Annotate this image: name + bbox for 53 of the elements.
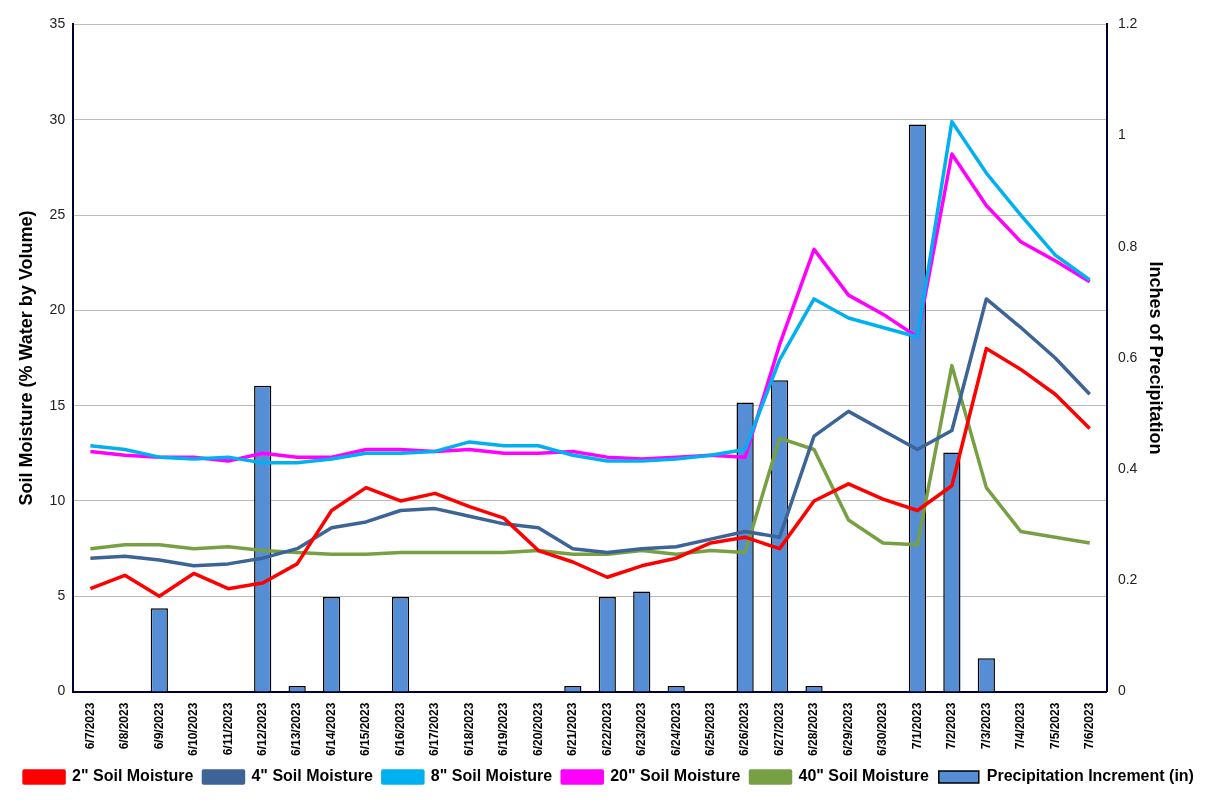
x-tick-label: 7/6/2023 <box>1082 702 1097 750</box>
y2-tick-label: 0.4 <box>1117 460 1138 477</box>
x-tick-label: 6/28/2023 <box>806 702 821 757</box>
x-tick-label: 6/26/2023 <box>737 702 752 757</box>
y2-tick-label: 0.6 <box>1117 348 1138 365</box>
x-tick-label: 6/10/2023 <box>186 702 201 757</box>
x-tick-label: 6/18/2023 <box>461 702 476 757</box>
x-tick-label: 7/3/2023 <box>978 702 993 750</box>
x-tick-label: 6/13/2023 <box>289 702 304 757</box>
x-tick-label: 6/30/2023 <box>875 702 890 757</box>
legend-label: 8" Soil Moisture <box>430 767 553 785</box>
y-tick-label: 0 <box>57 682 66 699</box>
y-tick-label: 15 <box>49 396 66 413</box>
y-tick-label: 5 <box>57 587 66 604</box>
y2-tick-label: 0 <box>1117 682 1126 699</box>
x-tick-label: 6/20/2023 <box>530 702 545 757</box>
x-tick-label: 6/16/2023 <box>392 702 407 757</box>
x-tick-label: 6/7/2023 <box>82 702 97 750</box>
x-tick-label: 6/21/2023 <box>565 702 580 757</box>
x-tick-label: 7/4/2023 <box>1013 702 1028 750</box>
legend-label: Precipitation Increment (in) <box>986 767 1194 785</box>
legend-label: 2" Soil Moisture <box>72 767 194 785</box>
x-tick-label: 6/12/2023 <box>255 702 270 757</box>
x-tick-label: 6/15/2023 <box>358 702 373 757</box>
x-tick-label: 7/1/2023 <box>909 702 924 750</box>
y2-tick-label: 0.2 <box>1117 571 1138 588</box>
y2-axis-title: Inches of Precipitation <box>1146 261 1167 455</box>
x-tick-label: 6/14/2023 <box>323 702 338 757</box>
legend-label: 20" Soil Moisture <box>610 767 741 785</box>
x-tick-label: 7/2/2023 <box>944 702 959 750</box>
y-tick-label: 30 <box>49 110 66 127</box>
x-tick-label: 6/25/2023 <box>702 702 717 757</box>
x-tick-label: 6/19/2023 <box>496 702 511 757</box>
x-tick-label: 7/5/2023 <box>1047 702 1062 750</box>
x-tick-label: 6/29/2023 <box>840 702 855 757</box>
y-tick-label: 10 <box>49 491 66 508</box>
x-tick-label: 6/11/2023 <box>220 702 235 756</box>
legend-label: 4" Soil Moisture <box>251 767 373 785</box>
legend-label: 40" Soil Moisture <box>798 767 929 785</box>
x-tick-label: 6/9/2023 <box>151 702 166 750</box>
y2-tick-label: 1 <box>1117 126 1126 143</box>
x-tick-label: 6/23/2023 <box>634 702 649 757</box>
y-axis-title: Soil Moisture (% Water by Volume) <box>15 210 36 506</box>
x-tick-label: 6/8/2023 <box>117 702 132 750</box>
y-tick-label: 35 <box>49 15 66 32</box>
x-tick-label: 6/17/2023 <box>427 702 442 757</box>
y2-tick-label: 1.2 <box>1117 15 1138 32</box>
y2-tick-label: 0.8 <box>1117 237 1138 254</box>
y-tick-label: 20 <box>49 301 66 318</box>
x-tick-label: 6/27/2023 <box>771 702 786 757</box>
x-tick-label: 6/24/2023 <box>668 702 683 757</box>
y-tick-label: 25 <box>49 205 66 222</box>
x-tick-label: 6/22/2023 <box>599 702 614 757</box>
